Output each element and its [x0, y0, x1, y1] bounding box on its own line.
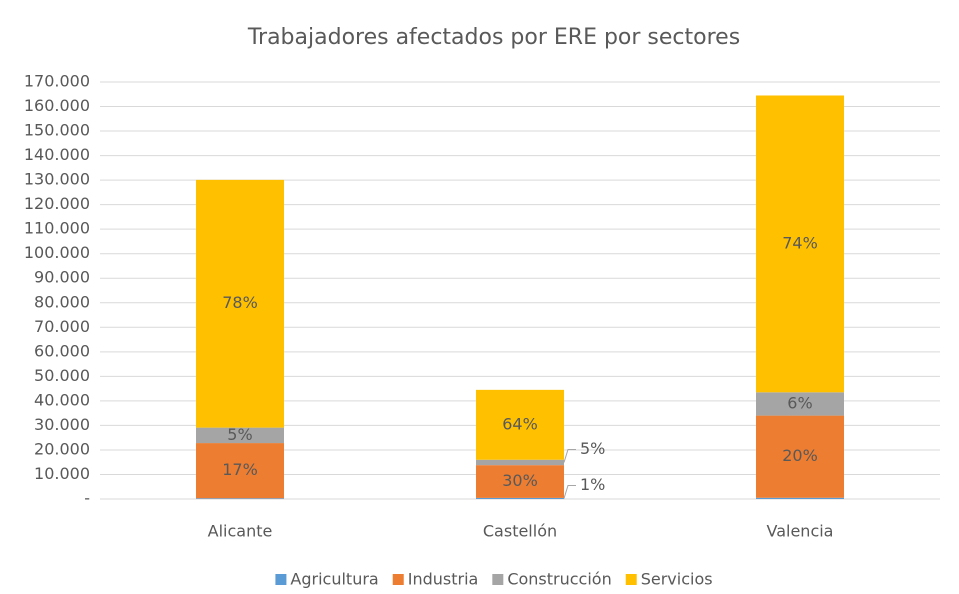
data-label: 74%: [782, 233, 818, 252]
bar-segment: [756, 392, 844, 416]
legend-swatch: [625, 574, 637, 585]
y-tick-label: 80.000: [34, 292, 90, 311]
legend-swatch: [275, 574, 287, 585]
y-tick-label: 50.000: [34, 366, 90, 385]
data-label: 64%: [502, 414, 538, 433]
legend-label: Servicios: [641, 570, 713, 589]
bar-segment: [476, 465, 564, 498]
legend-label: Industria: [408, 570, 479, 589]
x-tick-label: Alicante: [208, 522, 273, 541]
legend-swatch: [392, 574, 404, 585]
legend-swatch: [492, 574, 504, 585]
y-tick-label: 70.000: [34, 317, 90, 336]
data-label: 20%: [782, 446, 818, 465]
bar-segment: [196, 443, 284, 499]
y-tick-label: 90.000: [34, 268, 90, 287]
data-label: 5%: [227, 425, 252, 444]
chart-title: Trabajadores afectados por ERE por secto…: [247, 25, 740, 50]
y-tick-label: 20.000: [34, 439, 90, 458]
y-tick-label: -: [84, 489, 90, 508]
y-tick-label: 170.000: [24, 72, 90, 91]
bar-segment: [476, 497, 564, 499]
legend-label: Construcción: [507, 570, 611, 589]
x-tick-label: Castellón: [483, 522, 557, 541]
leader-line: [563, 484, 576, 499]
y-tick-label: 10.000: [34, 464, 90, 483]
y-tick-label: 140.000: [24, 145, 90, 164]
y-tick-label: 160.000: [24, 96, 90, 115]
bar-segment: [476, 459, 564, 466]
bar-segment: [756, 497, 844, 499]
y-tick-label: 30.000: [34, 415, 90, 434]
bar-segment: [756, 415, 844, 498]
data-label: 78%: [222, 293, 258, 312]
y-tick-label: 120.000: [24, 194, 90, 213]
data-label: 6%: [787, 393, 812, 412]
bar-segment: [476, 389, 564, 460]
data-label: 17%: [222, 460, 258, 479]
y-tick-label: 150.000: [24, 121, 90, 140]
y-tick-label: 40.000: [34, 390, 90, 409]
bar-segment: [196, 498, 284, 499]
data-label: 5%: [580, 439, 605, 458]
bar-segment: [196, 179, 284, 428]
y-tick-label: 60.000: [34, 341, 90, 360]
y-tick-label: 110.000: [24, 219, 90, 238]
x-tick-label: Valencia: [767, 522, 834, 541]
legend-label: Agricultura: [290, 570, 378, 589]
leader-line: [563, 448, 576, 463]
y-tick-label: 130.000: [24, 170, 90, 189]
y-tick-label: 100.000: [24, 243, 90, 262]
bar-segment: [196, 427, 284, 444]
data-label: 30%: [502, 471, 538, 490]
data-label: 1%: [580, 475, 605, 494]
bar-segment: [756, 95, 844, 393]
